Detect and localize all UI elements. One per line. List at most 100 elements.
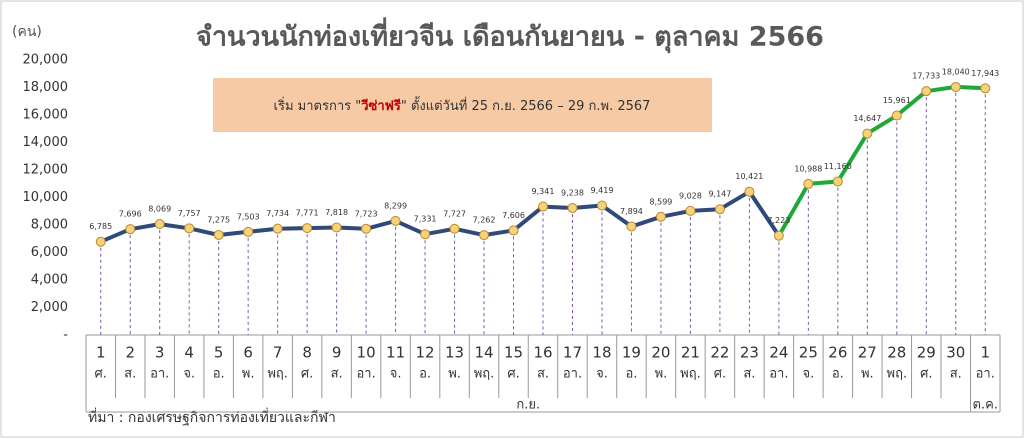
marker (213, 229, 224, 240)
weekday-label: อา. (563, 367, 582, 382)
marker (655, 211, 666, 222)
note-emphasis: วีซ่าฟรี (361, 98, 401, 114)
marker (538, 201, 548, 212)
weekday-label: จ. (390, 367, 402, 382)
y-unit: (คน) (12, 24, 42, 40)
y-tick-label: 2,000 (31, 300, 68, 315)
x-tick-label: 22 (710, 344, 729, 362)
marker (479, 230, 490, 241)
marker (390, 215, 401, 226)
value-label: 7,606 (502, 211, 525, 220)
weekday-label: พฤ. (474, 367, 495, 382)
x-tick-label: 25 (799, 344, 818, 362)
x-tick-label: 24 (769, 344, 788, 362)
weekday-label: ส. (537, 367, 549, 382)
weekday-label: อา. (150, 367, 169, 382)
note-box (213, 78, 712, 132)
marker (449, 223, 460, 234)
value-label: 7,727 (443, 209, 466, 218)
y-tick-label: - (63, 328, 68, 343)
x-tick-label: 15 (504, 344, 523, 362)
value-label: 10,421 (735, 172, 763, 181)
marker (891, 110, 902, 121)
marker (331, 222, 342, 233)
weekday-label: อ. (213, 367, 225, 382)
x-tick-label: 9 (332, 344, 342, 362)
x-tick-label: 13 (445, 344, 464, 362)
weekday-label: อา. (976, 367, 995, 382)
x-tick-label: 8 (302, 344, 312, 362)
value-label: 7,275 (207, 215, 230, 224)
weekday-label: ส. (950, 367, 962, 382)
y-tick-label: 4,000 (31, 273, 68, 288)
weekday-label: พฤ. (680, 367, 701, 382)
x-tick-label: 29 (917, 344, 936, 362)
y-tick-label: 18,000 (23, 80, 69, 95)
x-tick-label: 2 (125, 344, 135, 362)
marker (361, 223, 372, 234)
marker (302, 223, 313, 234)
marker (272, 223, 283, 234)
marker (95, 236, 106, 247)
weekday-label: อ. (419, 367, 431, 382)
marker (980, 83, 991, 94)
value-label: 8,299 (384, 201, 407, 210)
value-label: 7,262 (473, 216, 496, 225)
x-tick-label: 30 (946, 344, 965, 362)
weekday-label: พ. (242, 367, 255, 382)
x-tick-label: 28 (887, 344, 906, 362)
x-tick-label: 10 (357, 344, 376, 362)
marker (744, 186, 755, 197)
value-label: 7,696 (119, 210, 142, 219)
marker (596, 200, 607, 211)
source: ที่มา : กองเศรษฐกิจการท่องเที่ยวและกีฬา (88, 408, 336, 426)
marker (714, 204, 725, 215)
value-label: 6,785 (89, 222, 112, 231)
weekday-label: พ. (448, 367, 461, 382)
x-tick-label: 1 (980, 344, 990, 362)
weekday-label: จ. (802, 367, 814, 382)
value-label: 17,733 (912, 72, 940, 81)
weekday-label: พฤ. (887, 367, 908, 382)
x-tick-label: 4 (184, 344, 194, 362)
y-tick-label: 10,000 (23, 190, 69, 205)
weekday-label: ส. (331, 367, 343, 382)
weekday-label: ศ. (95, 367, 107, 382)
value-label: 7,723 (355, 209, 378, 218)
marker (803, 178, 814, 189)
x-tick-label: 3 (155, 344, 165, 362)
month-label: ต.ค. (973, 398, 998, 413)
x-tick-label: 6 (243, 344, 253, 362)
note-prefix: เริ่ม มาตรการ " (274, 97, 362, 114)
value-label: 9,147 (708, 190, 731, 199)
value-label: 9,238 (561, 188, 584, 197)
value-label: 9,419 (591, 186, 614, 195)
x-tick-label: 7 (273, 344, 283, 362)
weekday-label: ศ. (920, 367, 932, 382)
marker (508, 225, 519, 236)
x-tick-label: 18 (592, 344, 611, 362)
weekday-label: อา. (769, 367, 788, 382)
value-label: 7,757 (178, 209, 201, 218)
weekday-label: พ. (861, 367, 874, 382)
marker (832, 176, 843, 187)
x-tick-label: 12 (416, 344, 435, 362)
y-tick-label: 6,000 (31, 245, 68, 260)
note-suffix: " ตั้งแต่วันที่ 25 ก.ย. 2566 – 29 ก.พ. 2… (401, 96, 651, 114)
x-tick-label: 26 (828, 344, 847, 362)
weekday-label: อ. (832, 367, 844, 382)
x-tick-label: 23 (740, 344, 759, 362)
weekday-label: จ. (596, 367, 608, 382)
x-tick-label: 19 (622, 344, 641, 362)
value-label: 18,040 (942, 67, 970, 76)
value-label: 14,647 (853, 114, 881, 123)
value-label: 8,069 (148, 205, 171, 214)
value-label: 7,894 (620, 207, 643, 216)
y-tick-label: 16,000 (23, 108, 69, 123)
x-tick-label: 11 (386, 344, 405, 362)
marker (921, 86, 932, 97)
marker (862, 128, 873, 139)
value-label: 11,160 (824, 162, 852, 171)
